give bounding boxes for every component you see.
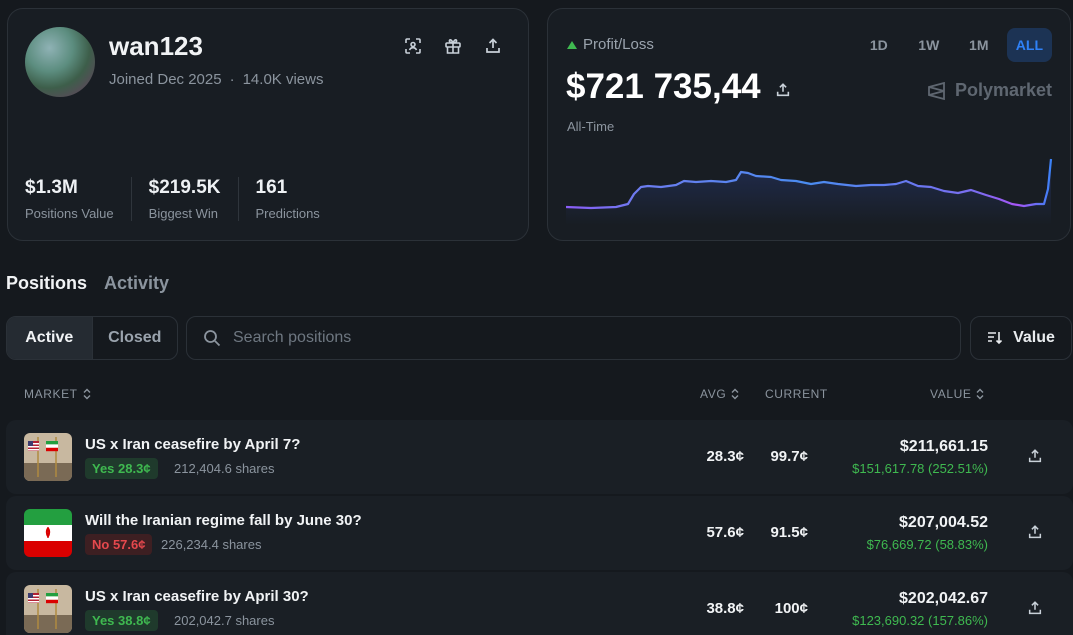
profit-loss-card: Profit/Loss $721 735,44 All-Time 1D 1W 1… [547, 8, 1071, 241]
profit-loss-amount: $721 735,44 [566, 67, 761, 106]
outcome-badge: Yes 28.3¢ [85, 458, 158, 479]
profile-meta: Joined Dec 2025 · 14.0K views [109, 71, 323, 88]
stat-value: $219.5K [148, 177, 221, 198]
profit-loss-label: Profit/Loss [567, 36, 654, 53]
pnl-area [566, 159, 1051, 225]
table-row[interactable]: US x Iran ceasefire by April 7? Yes 28.3… [6, 420, 1073, 494]
avg-price: 38.8¢ [706, 600, 744, 617]
avg-price: 28.3¢ [706, 448, 744, 465]
market-title[interactable]: Will the Iranian regime fall by June 30? [85, 512, 362, 529]
header-label: VALUE [930, 387, 972, 401]
range-tabs: 1D 1W 1M ALL [857, 28, 1052, 62]
range-tab-all[interactable]: ALL [1006, 28, 1052, 62]
tab-activity[interactable]: Activity [104, 273, 170, 293]
meta-separator: · [229, 71, 235, 88]
sort-label: Value [1013, 329, 1055, 346]
profile-stats: $1.3M Positions Value $219.5K Biggest Wi… [25, 177, 354, 221]
range-tab-1d[interactable]: 1D [869, 37, 888, 53]
profile-actions [402, 35, 504, 57]
profit-loss-text: Profit/Loss [583, 36, 654, 53]
position-pnl: $123,690.32 (157.86%) [852, 613, 988, 628]
share-icon[interactable] [1027, 524, 1045, 542]
column-header-value[interactable]: VALUE [930, 387, 985, 401]
scan-icon[interactable] [402, 35, 424, 57]
segment-closed[interactable]: Closed [108, 329, 162, 346]
share-count: 226,234.4 shares [161, 537, 262, 552]
username: wan123 [109, 31, 203, 61]
market-title[interactable]: US x Iran ceasefire by April 7? [85, 436, 301, 453]
stat-label: Predictions [255, 206, 320, 221]
position-pnl: $151,617.78 (252.51%) [852, 461, 988, 476]
range-tab-1m[interactable]: 1M [969, 37, 989, 53]
sort-updown-icon [83, 388, 91, 400]
search-icon [204, 330, 221, 347]
stat-value: $1.3M [25, 177, 78, 198]
stat-predictions: 161 Predictions [256, 177, 337, 221]
share-icon[interactable] [775, 67, 791, 107]
market-thumbnail [24, 585, 72, 633]
pnl-line-chart [566, 158, 1053, 225]
position-pnl: $76,669.72 (58.83%) [866, 537, 988, 552]
outcome-badge: Yes 38.8¢ [85, 610, 158, 631]
tab-positions[interactable]: Positions [6, 273, 88, 293]
position-value: $211,661.15 [899, 438, 988, 455]
outcome-badge: No 57.6¢ [85, 534, 153, 555]
market-thumbnail [24, 433, 72, 481]
share-icon[interactable] [482, 35, 504, 57]
sort-updown-icon [976, 388, 984, 400]
gift-icon[interactable] [442, 35, 464, 57]
current-price: 100¢ [774, 600, 808, 617]
profit-loss-value: $721 735,44 [566, 67, 791, 107]
header-label: CURRENT [765, 387, 828, 401]
polymarket-brand: Polymarket [927, 80, 1052, 101]
share-icon[interactable] [1027, 600, 1045, 618]
polymarket-logo-icon [928, 81, 945, 100]
segment-active[interactable]: Active [7, 317, 93, 359]
search-box[interactable] [186, 316, 961, 360]
profile-card: wan123 Joined Dec 2025 · 14.0K views $1.… [7, 8, 529, 241]
sort-icon [988, 332, 1003, 345]
column-header-market[interactable]: MARKET [24, 387, 92, 401]
range-tab-1w[interactable]: 1W [918, 37, 940, 53]
sort-button[interactable]: Value [970, 316, 1072, 360]
share-count: 212,404.6 shares [174, 461, 275, 476]
table-row[interactable]: Will the Iranian regime fall by June 30?… [6, 496, 1073, 570]
market-title[interactable]: US x Iran ceasefire by April 30? [85, 588, 309, 605]
avg-price: 57.6¢ [706, 524, 744, 541]
position-value: $202,042.67 [899, 590, 988, 607]
view-count: 14.0K views [242, 71, 324, 88]
sort-updown-icon [731, 388, 739, 400]
stat-label: Biggest Win [148, 206, 219, 221]
stat-label: Positions Value [25, 206, 114, 221]
share-icon[interactable] [1027, 448, 1045, 466]
market-thumbnail [24, 509, 72, 557]
brand-name: Polymarket [954, 80, 1052, 100]
stat-value: 161 [255, 177, 288, 198]
avatar[interactable] [25, 27, 95, 97]
header-label: AVG [700, 387, 727, 401]
current-price: 99.7¢ [770, 448, 808, 465]
pnl-line [566, 158, 1053, 210]
stat-positions-value: $1.3M Positions Value [25, 177, 132, 221]
search-input[interactable] [233, 329, 933, 347]
column-header-current: CURRENT [765, 387, 828, 401]
section-tabs: Positions Activity [6, 273, 169, 294]
period-label: All-Time [567, 119, 615, 134]
joined-date: Joined Dec 2025 [109, 71, 222, 88]
table-row[interactable]: US x Iran ceasefire by April 30? Yes 38.… [6, 572, 1073, 635]
share-count: 202,042.7 shares [174, 613, 275, 628]
position-value: $207,004.52 [899, 514, 988, 531]
stat-biggest-win: $219.5K Biggest Win [149, 177, 239, 221]
trend-up-icon [567, 40, 577, 49]
column-header-avg[interactable]: AVG [700, 387, 740, 401]
header-label: MARKET [24, 387, 78, 401]
status-segmented-control: Active Closed [6, 316, 178, 360]
current-price: 91.5¢ [770, 524, 808, 541]
